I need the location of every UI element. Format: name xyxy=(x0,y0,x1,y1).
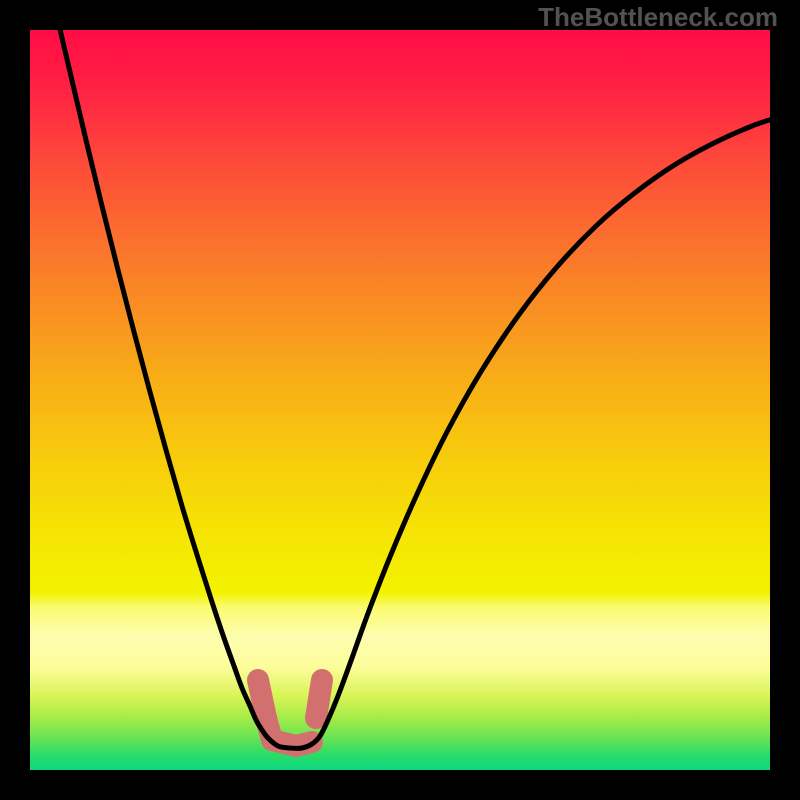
marker-segment xyxy=(316,680,322,718)
watermark-text: TheBottleneck.com xyxy=(538,2,778,33)
chart-container: TheBottleneck.com xyxy=(0,0,800,800)
chart-svg xyxy=(0,0,800,800)
bottleneck-curve xyxy=(55,8,776,748)
